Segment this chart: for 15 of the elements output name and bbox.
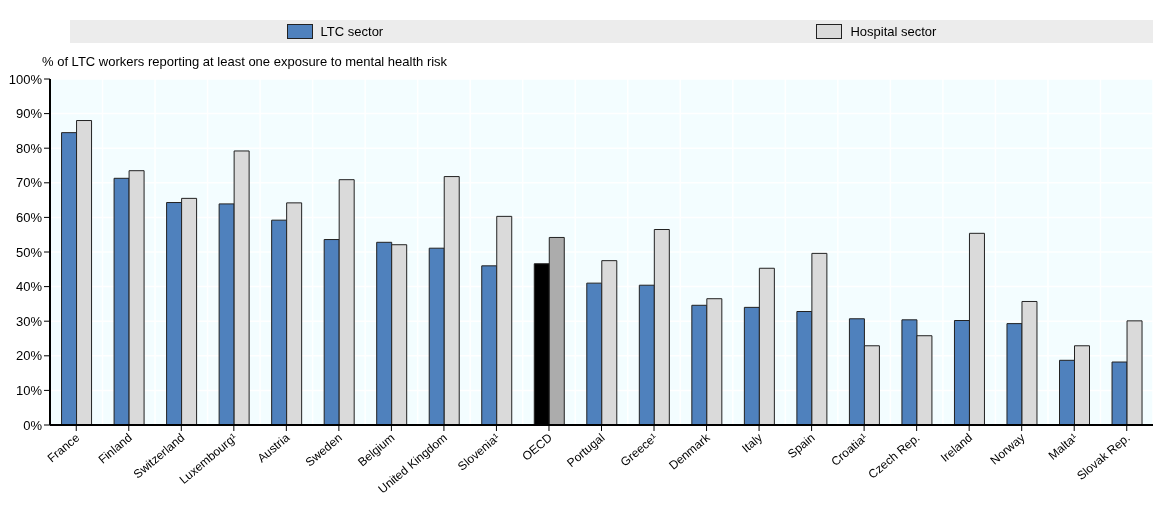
x-tick-label: Italy [739,430,765,456]
y-tick-label: 90% [15,106,43,122]
y-tick-label: 100% [8,71,43,87]
y-axis-title: % of LTC workers reporting at least one exposure to mental health risk [42,54,448,69]
y-tick-label: 30% [15,313,43,329]
y-tick-label: 20% [15,348,43,364]
y-tick-label: 50% [15,244,43,260]
y-tick-label: 0% [23,417,43,433]
y-tick-label: 10% [15,383,43,399]
y-tick-label: 60% [15,210,43,226]
legend-label: Hospital sector [849,24,937,39]
legend-label: LTC sector [319,24,384,39]
y-tick-label: 80% [15,140,43,156]
y-tick-label: 70% [15,175,43,191]
y-tick-label: 40% [15,279,43,295]
